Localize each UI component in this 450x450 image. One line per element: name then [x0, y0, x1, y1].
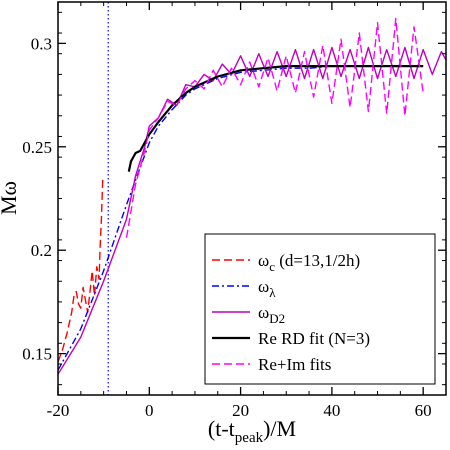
legend-label-1: ωλ — [258, 277, 276, 300]
x-tick-label: 20 — [232, 401, 249, 420]
y-tick-label: 0.25 — [22, 138, 52, 157]
series-line-4 — [125, 17, 424, 238]
x-axis-label: (t-tpeak)/M — [208, 416, 296, 446]
y-tick-label: 0.3 — [31, 34, 52, 53]
series-line-2 — [58, 46, 446, 375]
y-tick-label: 0.2 — [31, 241, 52, 260]
x-tick-label: -20 — [47, 401, 70, 420]
legend-frame — [204, 233, 436, 385]
x-tick-label: 60 — [415, 401, 432, 420]
tick-layer: -20 0 20 40 60 0.15 0.2 0.25 0.3 — [22, 2, 447, 420]
x-tick-label: 0 — [145, 401, 154, 420]
legend-label-2: ωD2 — [258, 303, 285, 326]
legend-samples — [212, 259, 250, 365]
legend-label-0: ωc (d=13,1/2h) — [258, 251, 360, 274]
y-tick-label: 0.15 — [22, 345, 52, 364]
series-line-0 — [58, 179, 104, 363]
y-axis-label: Mω — [0, 181, 21, 215]
x-tick-label: 40 — [323, 401, 340, 420]
legend: ωc (d=13,1/2h) ωλ ωD2 Re RD fit (N=3) Re… — [204, 233, 436, 385]
series-line-3 — [127, 64, 424, 172]
series-layer — [58, 2, 446, 395]
legend-label-3: Re RD fit (N=3) — [258, 329, 370, 348]
legend-label-4: Re+Im fits — [258, 355, 331, 374]
